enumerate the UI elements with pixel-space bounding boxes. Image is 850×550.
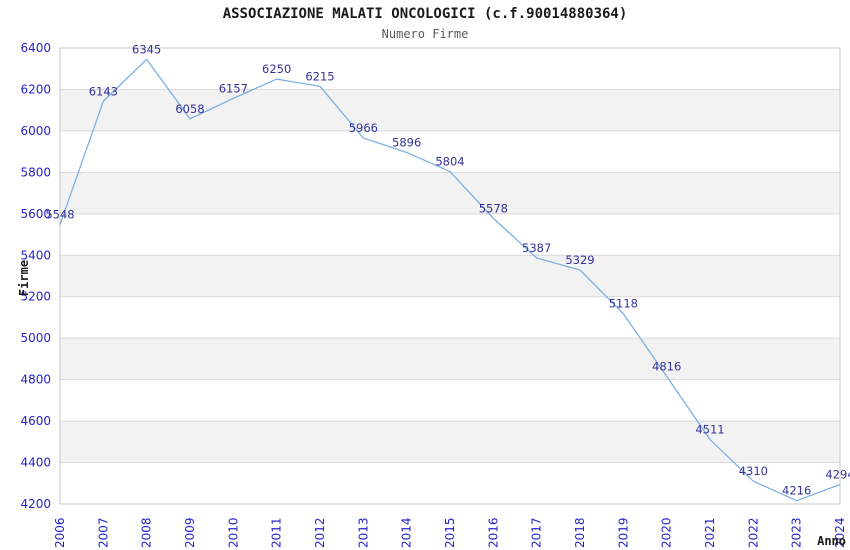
- x-axis-title: Anno: [817, 534, 846, 548]
- grid-band: [60, 89, 840, 131]
- chart-subtitle: Numero Firme: [381, 27, 469, 41]
- data-point-label: 5387: [522, 241, 551, 255]
- x-tick-label: 2019: [616, 517, 630, 548]
- y-tick-label: 4800: [20, 373, 51, 387]
- y-tick-label: 5400: [20, 248, 51, 262]
- x-tick-label: 2009: [183, 517, 197, 548]
- data-point-label: 4216: [782, 484, 811, 498]
- data-point-label: 4816: [652, 359, 681, 373]
- x-tick-label: 2015: [443, 517, 457, 548]
- x-tick-label: 2017: [530, 517, 544, 548]
- y-tick-label: 4200: [20, 497, 51, 511]
- x-tick-label: 2023: [790, 517, 804, 548]
- chart-title: ASSOCIAZIONE MALATI ONCOLOGICI (c.f.9001…: [222, 6, 628, 22]
- x-tick-label: 2024: [833, 517, 847, 548]
- plot-border: [59, 47, 841, 505]
- data-point-label: 4310: [739, 464, 768, 478]
- data-point-label: 5548: [45, 208, 74, 222]
- y-axis-title: Firme: [17, 260, 31, 296]
- grid-band: [60, 255, 840, 297]
- x-tick-label: 2007: [96, 517, 110, 548]
- data-point-label: 6215: [305, 69, 334, 83]
- data-line: [59, 58, 841, 502]
- x-tick-label: 2013: [356, 517, 370, 548]
- data-point-label: 4294: [825, 468, 850, 482]
- y-tick-label: 5200: [20, 290, 51, 304]
- data-point-label: 6143: [89, 84, 118, 98]
- x-tick-label: 2022: [746, 517, 760, 548]
- y-tick-label: 4400: [20, 456, 51, 470]
- data-point-label: 5804: [435, 155, 464, 169]
- data-point-label: 4511: [695, 423, 724, 437]
- x-tick-label: 2021: [703, 517, 717, 548]
- y-tick-label: 5800: [20, 165, 51, 179]
- y-tick-label: 5600: [20, 207, 51, 221]
- y-tick-label: 4600: [20, 414, 51, 428]
- x-tick-label: 2010: [226, 517, 240, 548]
- data-point-label: 5966: [349, 121, 378, 135]
- grid-band: [60, 172, 840, 214]
- x-tick-label: 2011: [270, 517, 284, 548]
- x-tick-label: 2020: [660, 517, 674, 548]
- data-point-label: 6058: [175, 102, 204, 116]
- data-point-label: 5896: [392, 135, 421, 149]
- x-tick-label: 2012: [313, 517, 327, 548]
- x-tick-label: 2008: [140, 517, 154, 548]
- x-tick-label: 2006: [53, 517, 67, 548]
- y-tick-label: 5000: [20, 331, 51, 345]
- data-point-label: 5118: [609, 297, 638, 311]
- x-tick-label: 2016: [486, 517, 500, 548]
- grid-band: [60, 338, 840, 380]
- grid-band: [60, 421, 840, 463]
- y-tick-label: 6000: [20, 124, 51, 138]
- data-point-label: 5578: [479, 201, 508, 215]
- x-tick-label: 2014: [400, 517, 414, 548]
- data-point-label: 6250: [262, 62, 291, 76]
- y-tick-label: 6200: [20, 82, 51, 96]
- data-point-label: 6345: [132, 42, 161, 56]
- data-point-label: 6157: [219, 81, 248, 95]
- x-tick-label: 2018: [573, 517, 587, 548]
- data-point-label: 5329: [565, 253, 594, 267]
- y-tick-label: 6400: [20, 41, 51, 55]
